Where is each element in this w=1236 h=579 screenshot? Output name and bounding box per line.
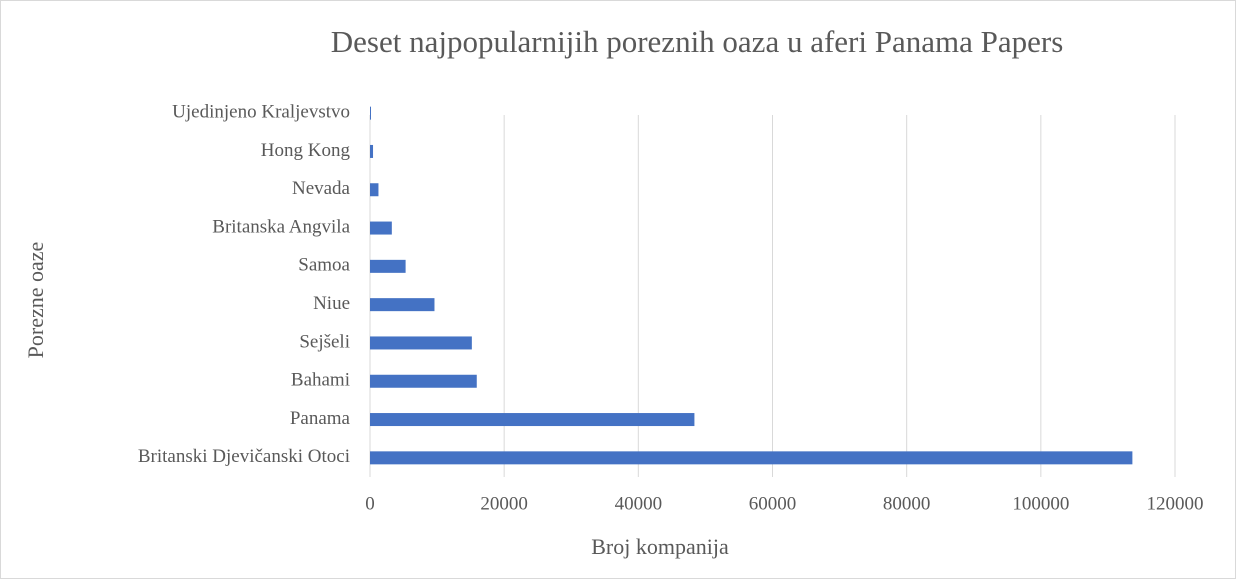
x-tick-label: 80000 [883,493,931,514]
y-tick-label: Samoa [298,255,350,276]
y-tick-label: Nevada [292,178,351,199]
y-tick-label: Panama [290,408,351,429]
y-tick-label: Bahami [291,370,350,391]
x-tick-label: 100000 [1012,493,1069,514]
y-tick-label: Niue [313,293,350,314]
y-tick-label: Sejšeli [299,331,350,352]
y-tick-label: Ujedinjeno Kraljevstvo [172,102,350,123]
bar [370,259,406,273]
bar [370,336,472,350]
x-tick-label: 40000 [615,493,663,514]
bar [370,298,435,312]
x-tick-label: 20000 [480,493,528,514]
x-tick-label: 60000 [749,493,797,514]
bar [370,221,392,235]
chart-title: Deset najpopularnijih poreznih oaza u af… [331,24,1064,59]
x-tick-label: 0 [365,493,375,514]
y-axis-title: Porezne oaze [23,242,48,359]
bar [370,413,695,427]
y-tick-label: Hong Kong [261,140,351,161]
y-tick-label: Britanska Angvila [212,216,350,237]
bar [370,106,371,120]
x-axis-title: Broj kompanija [591,534,729,559]
bar [370,183,379,197]
bar [370,374,477,388]
bar [370,144,374,158]
bar [370,451,1133,465]
y-tick-label: Britanski Djevičanski Otoci [138,446,350,467]
x-tick-label: 120000 [1147,493,1204,514]
